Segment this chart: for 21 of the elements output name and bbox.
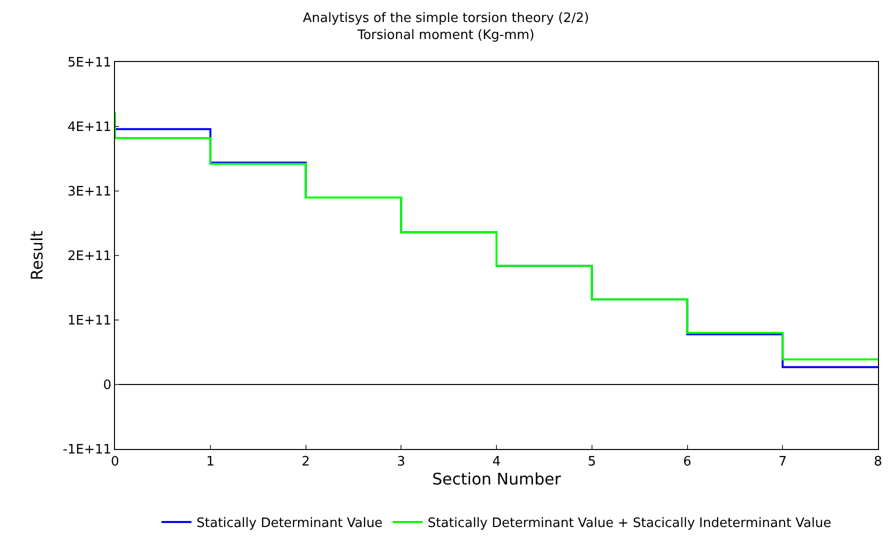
x-tick-label: 4: [492, 454, 501, 470]
y-tick-label: 3E+11: [67, 184, 112, 200]
x-tick-label: 6: [683, 454, 692, 470]
y-tick-label: 4E+11: [67, 120, 112, 136]
y-axis-title: Result: [28, 230, 47, 280]
y-tick-label: 2E+11: [67, 249, 112, 264]
y-tick-label: -1E+11: [62, 442, 112, 458]
y-tick-label: 1E+11: [67, 314, 112, 329]
x-tick-label: 2: [302, 454, 310, 470]
y-tick-label: 0: [103, 378, 112, 394]
x-tick-label: 3: [396, 454, 406, 470]
chart-title: Analytisys of the simple torsion theory (2/2): [302, 10, 590, 26]
y-tick-label: 5E+11: [67, 56, 112, 71]
x-tick-label: 7: [778, 454, 787, 470]
x-axis-title: Section Number: [432, 470, 562, 489]
legend-label: Statically Determinant Value + Stacically Indeterminant Value: [428, 516, 832, 532]
x-tick-label: 8: [874, 454, 882, 470]
chart-subtitle: Torsional moment (Kg-mm): [356, 28, 535, 43]
x-tick-label: 5: [588, 454, 596, 470]
x-tick-label: 1: [206, 454, 215, 470]
legend-label: Statically Determinant Value: [196, 516, 383, 532]
